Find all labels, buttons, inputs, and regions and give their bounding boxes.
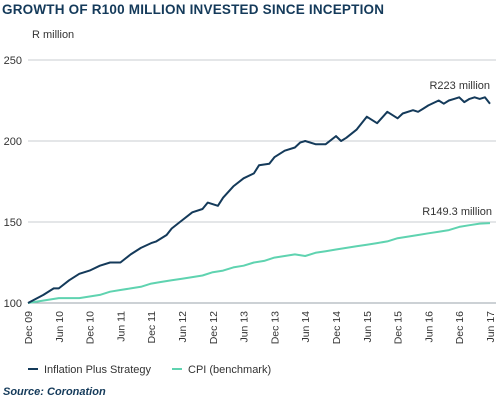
x-tick-label: Dec 09 — [23, 311, 35, 344]
x-tick-label: Dec 14 — [331, 311, 343, 344]
x-tick-label: Dec 13 — [269, 311, 281, 344]
y-tick-label: 150 — [4, 217, 22, 229]
x-tick-label: Dec 16 — [454, 311, 466, 344]
source-note: Source: Coronation — [3, 386, 106, 398]
x-tick-label: Dec 12 — [208, 311, 220, 344]
x-axis-ticks: Dec 09 Jun 10 Dec 10 Jun 11 Dec 11 Jun 12 Dec … — [23, 311, 497, 344]
y-tick-label: 250 — [4, 55, 22, 67]
legend-label: CPI (benchmark) — [188, 364, 271, 376]
y-tick-label: 200 — [4, 136, 22, 148]
series-end-label: R149.3 million — [422, 206, 492, 218]
x-tick-label: Dec 11 — [146, 311, 158, 344]
gridlines — [28, 59, 496, 304]
x-tick-label: Jun 15 — [362, 311, 374, 343]
y-axis-label: R million — [32, 29, 74, 41]
x-tick-label: Jun 14 — [300, 311, 312, 343]
series-lines — [27, 96, 491, 304]
legend: Inflation Plus Strategy CPI (benchmark) — [28, 364, 271, 376]
x-tick-label: Dec 10 — [85, 311, 97, 344]
y-axis-ticks: 100 150 200 250 — [4, 55, 22, 310]
x-tick-label: Jun 17 — [485, 311, 497, 343]
series-line-inflation-plus-strategy — [27, 96, 491, 304]
series-end-labels: R223 million R149.3 million — [422, 80, 492, 218]
x-tick-label: Dec 15 — [393, 311, 405, 344]
x-tick-label: Jun 13 — [239, 311, 251, 343]
x-tick-label: Jun 16 — [423, 311, 435, 343]
series-line-cpi-benchmark — [27, 222, 491, 304]
legend-label: Inflation Plus Strategy — [44, 364, 152, 376]
series-end-label: R223 million — [429, 80, 490, 92]
chart-title: GROWTH OF R100 MILLION INVESTED SINCE IN… — [2, 2, 385, 17]
x-tick-label: Jun 10 — [54, 311, 66, 343]
x-tick-label: Jun 12 — [177, 311, 189, 343]
y-tick-label: 100 — [4, 298, 22, 310]
x-tick-label: Jun 11 — [115, 311, 127, 342]
